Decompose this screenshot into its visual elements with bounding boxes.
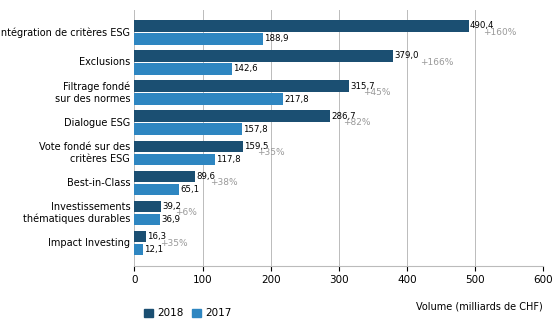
Bar bbox=[134, 123, 242, 135]
Text: 12,1: 12,1 bbox=[144, 245, 163, 254]
Text: 157,8: 157,8 bbox=[243, 125, 268, 133]
Text: 217,8: 217,8 bbox=[284, 95, 309, 103]
Bar bbox=[134, 141, 243, 152]
Text: 36,9: 36,9 bbox=[161, 215, 180, 224]
Text: 379,0: 379,0 bbox=[394, 52, 418, 61]
Bar bbox=[134, 80, 349, 92]
Text: +45%: +45% bbox=[363, 88, 391, 97]
Text: 490,4: 490,4 bbox=[470, 21, 494, 30]
Bar bbox=[134, 50, 393, 62]
Text: +6%: +6% bbox=[175, 208, 197, 217]
Text: +38%: +38% bbox=[211, 179, 238, 187]
Bar bbox=[134, 214, 160, 225]
Bar bbox=[134, 110, 330, 122]
Text: Volume (milliards de CHF): Volume (milliards de CHF) bbox=[417, 301, 543, 311]
Text: +166%: +166% bbox=[420, 58, 453, 67]
Bar bbox=[134, 244, 143, 255]
Bar bbox=[134, 33, 263, 44]
Text: 142,6: 142,6 bbox=[233, 64, 258, 74]
Text: +160%: +160% bbox=[483, 28, 517, 37]
Legend: 2018, 2017: 2018, 2017 bbox=[139, 304, 236, 322]
Text: 315,7: 315,7 bbox=[351, 82, 376, 90]
Bar bbox=[134, 154, 214, 165]
Bar bbox=[134, 184, 179, 195]
Text: +35%: +35% bbox=[256, 148, 284, 157]
Text: 286,7: 286,7 bbox=[331, 112, 356, 121]
Text: +35%: +35% bbox=[161, 238, 188, 248]
Text: 117,8: 117,8 bbox=[216, 155, 241, 164]
Text: 65,1: 65,1 bbox=[180, 185, 199, 194]
Text: 16,3: 16,3 bbox=[147, 232, 166, 241]
Bar bbox=[134, 201, 161, 212]
Text: 89,6: 89,6 bbox=[197, 172, 216, 181]
Text: +82%: +82% bbox=[343, 118, 371, 127]
Bar bbox=[134, 231, 146, 242]
Bar bbox=[134, 20, 469, 31]
Bar bbox=[134, 171, 195, 182]
Text: 188,9: 188,9 bbox=[264, 34, 289, 43]
Bar bbox=[134, 93, 283, 105]
Text: 159,5: 159,5 bbox=[244, 142, 269, 151]
Text: 39,2: 39,2 bbox=[162, 202, 181, 211]
Bar bbox=[134, 63, 231, 75]
